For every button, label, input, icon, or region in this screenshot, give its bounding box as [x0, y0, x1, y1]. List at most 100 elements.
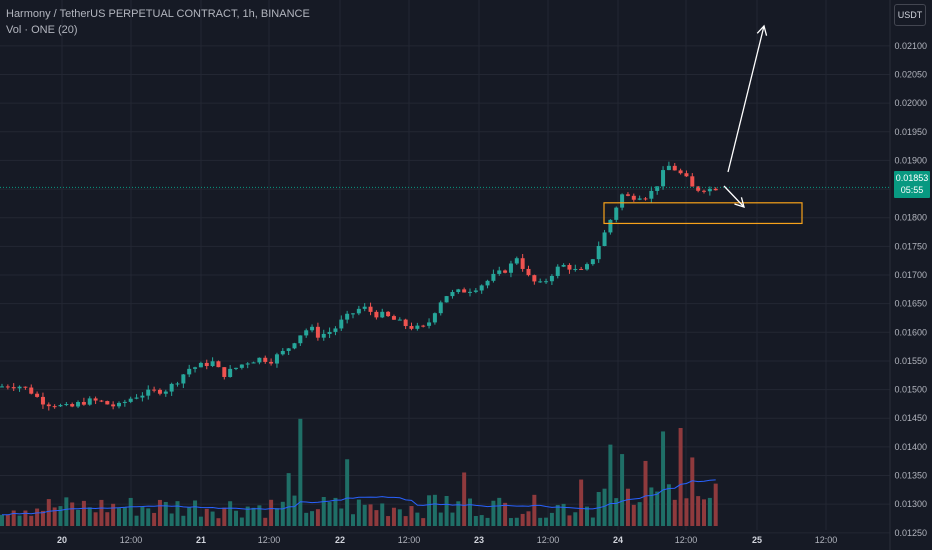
time-tick-label: 23	[474, 535, 484, 545]
volume-bar	[631, 504, 636, 526]
volume-indicator-label[interactable]: Vol · ONE (20)	[6, 24, 78, 36]
volume-bar	[17, 515, 22, 526]
volume-bar	[99, 499, 104, 526]
volume-bar	[128, 497, 133, 526]
volume-bar	[58, 506, 63, 526]
volume-bar	[193, 500, 198, 526]
candle-body	[257, 357, 262, 363]
volume-bar	[210, 511, 215, 526]
candle-body	[81, 402, 86, 405]
volume-bar	[625, 488, 630, 526]
volume-bar	[444, 496, 449, 526]
volume-bar	[696, 496, 701, 526]
volume-bar	[239, 517, 244, 526]
volume-bar	[514, 517, 519, 526]
candle-body	[58, 405, 63, 407]
candle-body	[210, 361, 215, 367]
volume-bar	[520, 513, 525, 526]
volume-bar	[304, 512, 309, 526]
up-arrow-shaft	[727, 25, 765, 173]
candle-body	[672, 165, 677, 171]
candle-body	[29, 387, 34, 394]
volume-bar	[169, 513, 174, 526]
volume-bar	[198, 516, 203, 526]
time-tick-label: 12:00	[398, 535, 421, 545]
candle-body	[403, 319, 408, 327]
candle-body	[76, 402, 81, 407]
candle-body	[304, 330, 309, 336]
volume-bar	[11, 510, 16, 526]
candle-body	[567, 264, 572, 270]
time-tick-label: 20	[57, 535, 67, 545]
candle-body	[713, 188, 718, 191]
volume-bar	[432, 494, 437, 526]
candle-body	[438, 302, 443, 314]
candle-body	[351, 313, 355, 315]
price-tick-label: 0.01950	[894, 127, 927, 137]
candle-body	[514, 258, 519, 264]
support-zone-rectangle[interactable]	[603, 202, 803, 225]
price-tick-label: 0.02050	[894, 69, 927, 79]
volume-bar	[257, 505, 262, 526]
price-tick-label: 0.01450	[894, 413, 927, 423]
symbol-title[interactable]: Harmony / TetherUS PERPETUAL CONTRACT, 1…	[6, 8, 310, 20]
candle-body	[415, 325, 420, 329]
volume-bar	[87, 507, 92, 526]
candle-body	[321, 333, 326, 338]
volume-bar	[222, 507, 227, 526]
volume-bar	[228, 501, 233, 526]
price-tick-label: 0.01400	[894, 442, 927, 452]
candle-body	[702, 190, 706, 192]
candle-body	[637, 198, 642, 200]
volume-bar	[0, 514, 4, 526]
candle-body	[526, 268, 531, 276]
candle-body	[596, 246, 601, 260]
volume-bar	[397, 509, 402, 526]
candle-body	[87, 398, 92, 405]
volume-bar	[655, 491, 660, 526]
candle-body	[157, 389, 162, 394]
volume-bar	[46, 499, 51, 526]
candle-body	[555, 266, 560, 276]
volume-bar	[152, 512, 157, 526]
candle-body	[93, 398, 98, 401]
candle-body	[508, 263, 513, 273]
candle-body	[503, 270, 508, 273]
candle-body	[409, 326, 414, 329]
volume-bar	[479, 515, 484, 526]
candle-body	[152, 389, 157, 391]
volume-bar	[608, 444, 613, 526]
candle-body	[64, 404, 69, 406]
candle-body	[274, 354, 279, 364]
volume-bar	[614, 498, 619, 526]
time-axis[interactable]: 20 12:00 21 12:00 22 12:00 23 12:00 24 12:00 25 12:…	[57, 535, 837, 545]
candle-body	[614, 207, 619, 220]
volume-bar	[52, 507, 57, 526]
candle-body	[380, 311, 385, 318]
candle-body	[696, 186, 701, 191]
volume-bar	[40, 510, 45, 526]
candle-body	[473, 290, 478, 292]
candle-body	[111, 404, 116, 407]
volume-bar	[181, 515, 186, 526]
volume-bar	[403, 516, 408, 526]
price-tick-label: 0.02100	[894, 41, 927, 51]
candle-body	[11, 387, 16, 389]
candle-body	[333, 328, 338, 332]
volume-bar	[561, 503, 566, 526]
volume-bar	[356, 499, 361, 526]
candle-body	[661, 170, 666, 187]
candle-body	[234, 367, 238, 369]
candle-body	[286, 348, 291, 351]
currency-unit-button[interactable]: USDT	[894, 4, 926, 26]
volume-bar	[678, 427, 683, 526]
price-tick-label: 0.01900	[894, 155, 927, 165]
candle-body	[421, 325, 426, 327]
price-tick-label: 0.01600	[894, 327, 927, 337]
annotation-arrows[interactable]	[723, 24, 768, 208]
price-tick-label: 0.01500	[894, 385, 927, 395]
volume-bar	[549, 512, 554, 526]
volume-bar	[415, 512, 420, 526]
candle-body	[5, 386, 10, 388]
